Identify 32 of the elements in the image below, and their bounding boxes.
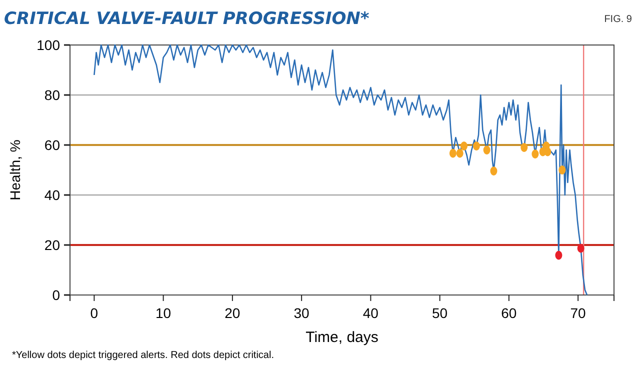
point — [558, 166, 566, 174]
point — [532, 150, 539, 158]
x-tick-label: 40 — [362, 305, 379, 321]
y-tick-label: 80 — [44, 86, 60, 103]
y-tick-label: 60 — [44, 136, 60, 153]
y-tick-label: 0 — [52, 286, 60, 303]
text: *Yellow dots depict triggered alerts. Red dots depict critical. — [12, 350, 274, 361]
chart-title: CRITICAL VALVE-FAULT PROGRESSION* — [4, 9, 370, 29]
chart-subtitle: FIG. 9 — [604, 14, 632, 25]
line-series — [94, 44, 588, 296]
point — [449, 148, 456, 158]
x-tick-label: 0 — [90, 305, 98, 321]
y-tick-label: 100 — [36, 36, 60, 53]
point — [483, 146, 490, 154]
y-tick-label: 20 — [44, 236, 60, 253]
x-axis-title: Time, days — [306, 329, 378, 346]
point — [520, 143, 528, 152]
x-tick-label: 10 — [156, 305, 172, 321]
x-tick-label: 50 — [432, 305, 448, 321]
y-axis-title: Health, % — [7, 140, 23, 200]
point — [544, 147, 552, 156]
x-tick-label: 70 — [570, 305, 586, 321]
x-tick-label: 30 — [294, 305, 310, 321]
point — [490, 166, 498, 176]
point — [577, 244, 584, 253]
y-tick-label: 40 — [44, 186, 60, 203]
point — [460, 142, 468, 150]
point — [472, 142, 480, 150]
x-tick-label: 20 — [224, 305, 240, 321]
x-tick-label: 60 — [501, 305, 517, 321]
point — [456, 148, 464, 158]
point — [555, 250, 562, 260]
